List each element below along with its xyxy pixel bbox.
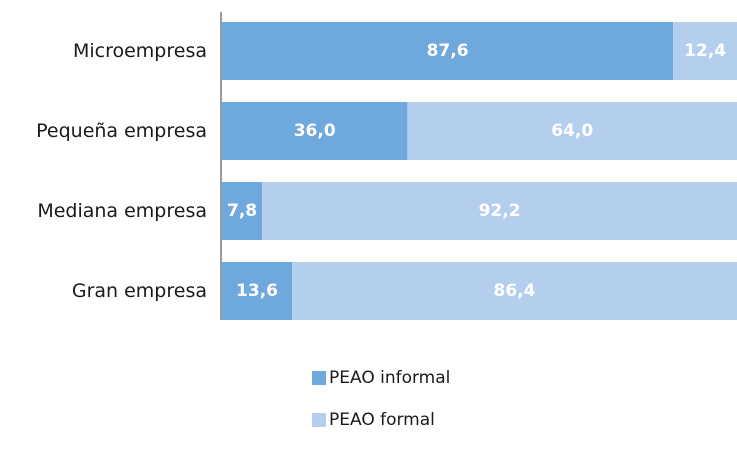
bar-formal bbox=[673, 22, 737, 80]
stacked-bar-chart: Microempresa 87,6 12,4 Pequeña empresa 36,0 6… bbox=[36, 12, 737, 320]
bar-formal bbox=[292, 262, 737, 320]
bars-group: Microempresa 87,6 12,4 Pequeña empresa 36,0 6… bbox=[36, 22, 737, 320]
category-label: Gran empresa bbox=[72, 280, 207, 302]
legend-label-formal: PEAO formal bbox=[329, 410, 435, 430]
data-label-informal: 36,0 bbox=[294, 121, 336, 141]
legend-item-informal: PEAO informal bbox=[312, 368, 450, 388]
data-label-formal: 64,0 bbox=[551, 121, 593, 141]
legend-label-informal: PEAO informal bbox=[329, 368, 451, 388]
data-label-formal: 86,4 bbox=[494, 281, 536, 301]
legend-swatch-informal bbox=[312, 371, 326, 385]
data-label-formal: 92,2 bbox=[479, 201, 521, 221]
bar-informal bbox=[222, 22, 674, 80]
bar-informal bbox=[222, 102, 408, 160]
legend: PEAO informal PEAO formal bbox=[312, 368, 450, 452]
data-label-informal: 7,8 bbox=[227, 201, 257, 221]
bar-formal bbox=[407, 102, 737, 160]
bar-informal bbox=[222, 182, 263, 240]
category-label: Pequeña empresa bbox=[36, 120, 207, 142]
data-label-formal: 12,4 bbox=[684, 41, 726, 61]
bar-formal bbox=[262, 182, 737, 240]
data-label-informal: 87,6 bbox=[427, 41, 469, 61]
category-label: Microempresa bbox=[73, 40, 207, 62]
data-label-informal: 13,6 bbox=[236, 281, 278, 301]
legend-item-formal: PEAO formal bbox=[312, 410, 450, 430]
bar-informal bbox=[222, 262, 293, 320]
category-label: Mediana empresa bbox=[37, 200, 207, 222]
legend-swatch-formal bbox=[312, 413, 326, 427]
